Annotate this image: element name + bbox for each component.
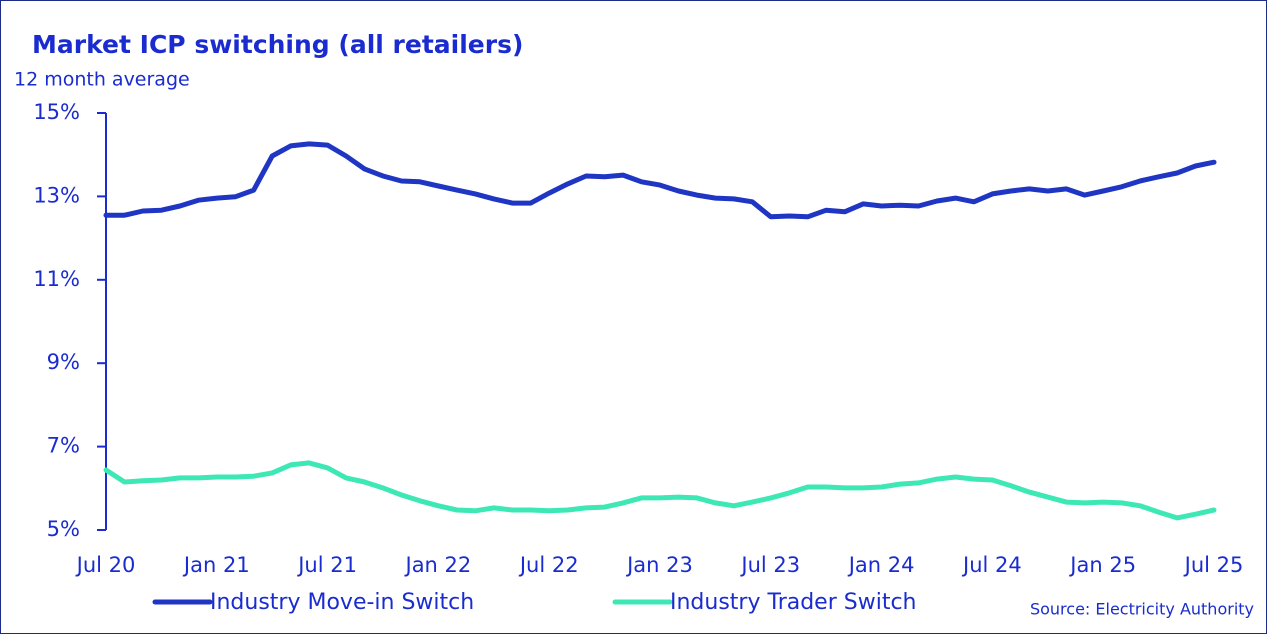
x-tick-label: Jul 22 (518, 553, 579, 577)
y-tick-label: 15% (33, 100, 80, 124)
y-tick-label: 9% (47, 350, 80, 374)
y-tick-label: 13% (33, 183, 80, 207)
y-tick-label: 5% (47, 517, 80, 541)
x-tick-label: Jul 23 (739, 553, 800, 577)
series-line (103, 460, 1217, 521)
x-tick-label: Jul 20 (75, 553, 136, 577)
legend-label: Industry Move-in Switch (210, 590, 474, 615)
x-tick-label: Jul 24 (961, 553, 1022, 577)
x-tick-label: Jan 22 (404, 553, 472, 577)
chart-subtitle: 12 month average (14, 69, 190, 91)
y-tick-label: 11% (33, 267, 80, 291)
legend-label: Industry Trader Switch (670, 590, 917, 615)
source: Source: Electricity Authority (1030, 600, 1254, 619)
x-tick-label: Jan 24 (847, 553, 915, 577)
x-tick-label: Jul 21 (296, 553, 357, 577)
chart-title: Market ICP switching (all retailers) (32, 30, 523, 59)
x-tick-label: Jul 25 (1183, 553, 1244, 577)
y-tick-label: 7% (47, 434, 80, 458)
x-tick-label: Jan 23 (625, 553, 693, 577)
x-tick-label: Jan 25 (1068, 553, 1136, 577)
series-line (103, 141, 1217, 220)
x-tick-label: Jan 21 (182, 553, 250, 577)
